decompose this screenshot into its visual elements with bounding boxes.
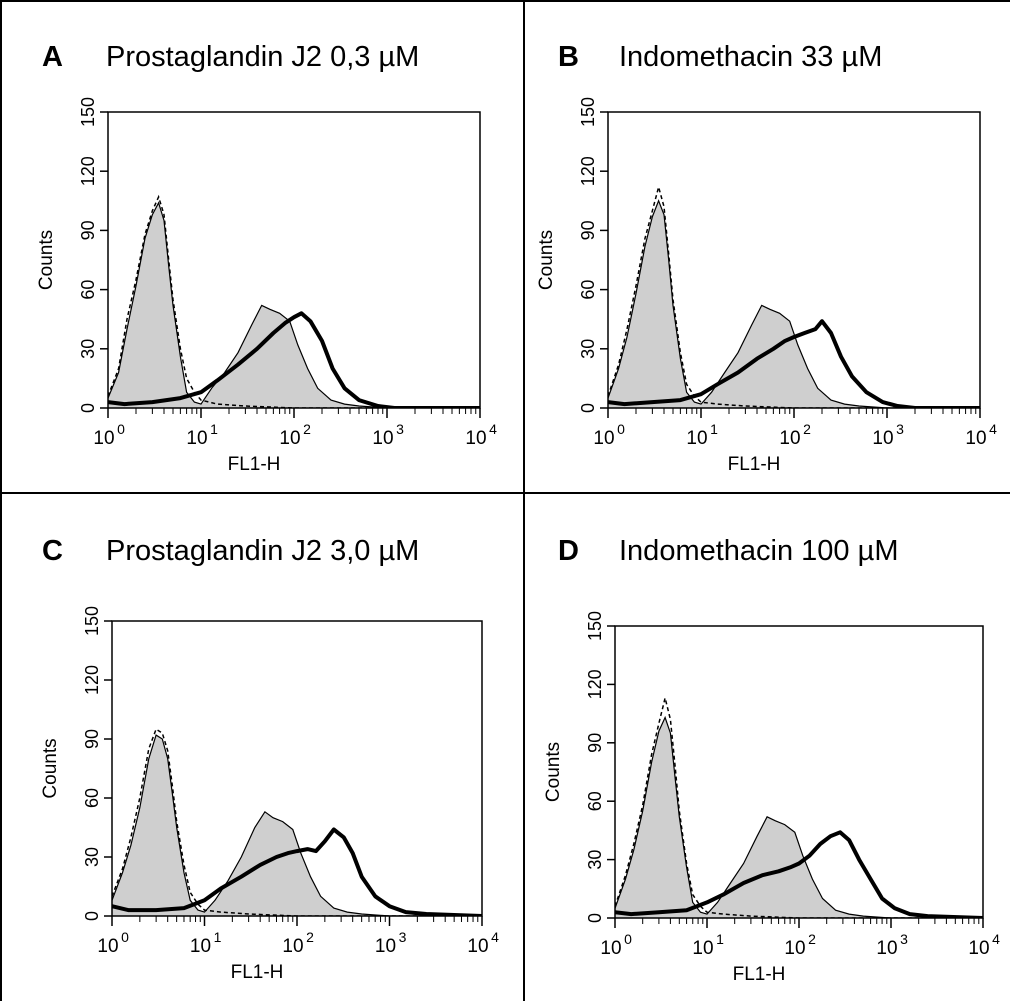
x-tick-label: 10 [279, 428, 300, 449]
panel-letter: B [558, 41, 579, 73]
y-tick-label: 150 [82, 606, 102, 636]
y-axis-label: Counts [536, 230, 557, 290]
panel-d: D Indomethacin 100 µM0306090120150Counts1… [525, 494, 1010, 1001]
y-tick-label: 30 [585, 850, 605, 870]
panel-b: B Indomethacin 33 µM0306090120150Counts10… [525, 0, 1010, 492]
y-tick-label: 120 [78, 156, 98, 186]
y-tick-label: 30 [78, 339, 98, 359]
y-tick-label: 0 [578, 403, 598, 413]
panel-letter: C [42, 535, 63, 567]
y-tick-label: 120 [82, 665, 102, 695]
x-tick-exponent: 0 [121, 929, 129, 945]
y-tick-label: 90 [82, 729, 102, 749]
panel-a: A Prostaglandin J2 0,3 µM0306090120150Cou… [0, 0, 523, 492]
y-tick-label: 30 [578, 339, 598, 359]
y-tick-label: 90 [78, 220, 98, 240]
x-tick-exponent: 1 [716, 931, 724, 947]
x-tick-exponent: 1 [214, 929, 222, 945]
y-tick-label: 0 [78, 403, 98, 413]
y-tick-label: 0 [585, 913, 605, 923]
x-tick-exponent: 1 [210, 421, 218, 437]
x-tick-exponent: 0 [624, 931, 632, 947]
x-tick-exponent: 3 [900, 931, 908, 947]
x-tick-label: 10 [784, 938, 805, 959]
panel-letter: A [42, 41, 63, 73]
y-tick-label: 150 [585, 611, 605, 641]
y-tick-label: 150 [78, 97, 98, 127]
x-tick-label: 10 [93, 428, 114, 449]
x-tick-exponent: 4 [989, 421, 997, 437]
y-tick-label: 60 [585, 791, 605, 811]
x-tick-exponent: 4 [992, 931, 1000, 947]
x-tick-label: 10 [372, 428, 393, 449]
panel-title: Prostaglandin J2 0,3 µM [106, 41, 419, 73]
x-tick-exponent: 3 [396, 421, 404, 437]
x-axis-label: FL1-H [728, 454, 781, 475]
x-tick-exponent: 2 [306, 929, 314, 945]
x-tick-exponent: 2 [803, 421, 811, 437]
x-tick-label: 10 [465, 428, 486, 449]
y-axis-label: Counts [543, 742, 564, 802]
panel-title: Indomethacin 100 µM [619, 535, 898, 567]
x-tick-label: 10 [968, 938, 989, 959]
panel-c: C Prostaglandin J2 3,0 µM0306090120150Cou… [0, 494, 523, 1001]
x-axis-label: FL1-H [733, 964, 786, 985]
x-tick-exponent: 3 [399, 929, 407, 945]
x-tick-label: 10 [467, 936, 488, 957]
y-tick-label: 60 [78, 280, 98, 300]
y-tick-label: 60 [578, 280, 598, 300]
x-tick-label: 10 [692, 938, 713, 959]
x-tick-label: 10 [97, 936, 118, 957]
x-tick-label: 10 [593, 428, 614, 449]
y-tick-label: 60 [82, 788, 102, 808]
panel-letter: D [558, 535, 579, 567]
x-tick-exponent: 4 [491, 929, 499, 945]
x-tick-label: 10 [779, 428, 800, 449]
panel-title: Indomethacin 33 µM [619, 41, 882, 73]
x-axis-label: FL1-H [231, 962, 284, 983]
x-tick-exponent: 2 [303, 421, 311, 437]
x-tick-exponent: 3 [896, 421, 904, 437]
x-tick-label: 10 [872, 428, 893, 449]
y-tick-label: 90 [585, 733, 605, 753]
x-tick-label: 10 [965, 428, 986, 449]
x-tick-exponent: 2 [808, 931, 816, 947]
y-tick-label: 0 [82, 911, 102, 921]
x-tick-exponent: 1 [710, 421, 718, 437]
x-tick-exponent: 0 [117, 421, 125, 437]
x-axis-label: FL1-H [228, 454, 281, 475]
y-tick-label: 90 [578, 220, 598, 240]
x-tick-exponent: 4 [489, 421, 497, 437]
x-tick-exponent: 0 [617, 421, 625, 437]
x-tick-label: 10 [190, 936, 211, 957]
x-tick-label: 10 [282, 936, 303, 957]
y-tick-label: 120 [578, 156, 598, 186]
x-tick-label: 10 [876, 938, 897, 959]
y-axis-label: Counts [36, 230, 57, 290]
y-tick-label: 150 [578, 97, 598, 127]
y-axis-label: Counts [40, 738, 61, 798]
y-tick-label: 120 [585, 669, 605, 699]
x-tick-label: 10 [600, 938, 621, 959]
panel-title: Prostaglandin J2 3,0 µM [106, 535, 419, 567]
x-tick-label: 10 [186, 428, 207, 449]
y-tick-label: 30 [82, 847, 102, 867]
x-tick-label: 10 [375, 936, 396, 957]
x-tick-label: 10 [686, 428, 707, 449]
